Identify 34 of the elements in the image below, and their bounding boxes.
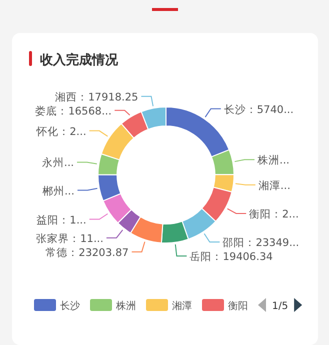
- data-label: ：19406.34: [212, 251, 274, 264]
- data-label: ...: [280, 180, 290, 192]
- slice-label: 常德: [46, 246, 68, 259]
- legend-label: 衡阳: [228, 300, 248, 312]
- slice-label: 邵阳: [222, 237, 245, 250]
- slice-label: 张家界: [36, 232, 70, 245]
- data-label: ：23203.87: [68, 246, 129, 259]
- text: 1/5: [272, 301, 288, 312]
- slice-label: 衡阳: [249, 208, 272, 220]
- slice-label: 娄底: [35, 104, 58, 118]
- data-label: ：23349...: [244, 237, 300, 250]
- data-label: ：1...: [58, 214, 86, 226]
- data-label: ...: [280, 154, 290, 167]
- legend-label: 湘潭: [172, 300, 192, 312]
- data-label: ...: [64, 185, 74, 198]
- data-label: ：16568...: [57, 105, 112, 118]
- legend-label: 株洲: [115, 300, 136, 312]
- data-label: ：2...: [58, 126, 86, 138]
- slice-label: 岳阳: [190, 250, 212, 264]
- data-label: ：11...: [69, 232, 104, 245]
- slice-label: 永州: [42, 156, 64, 170]
- chart-title: 收入完成情况: [40, 52, 119, 68]
- slice-label: 湘潭: [258, 178, 280, 192]
- slice-label: 株洲: [256, 154, 280, 167]
- slice-label: 长沙: [224, 102, 246, 116]
- slice-label: 郴州: [42, 184, 64, 198]
- data-label: ：17918.25: [77, 91, 138, 104]
- slice-label: 益阳: [36, 214, 59, 226]
- data-label: ...: [64, 157, 74, 170]
- data-label: ：5740...: [246, 104, 294, 116]
- data-label: ：2...: [271, 208, 299, 220]
- slice-label: 湘西: [55, 90, 78, 104]
- legend-label: 长沙: [60, 300, 80, 312]
- slice-label: 怀化: [36, 126, 59, 138]
